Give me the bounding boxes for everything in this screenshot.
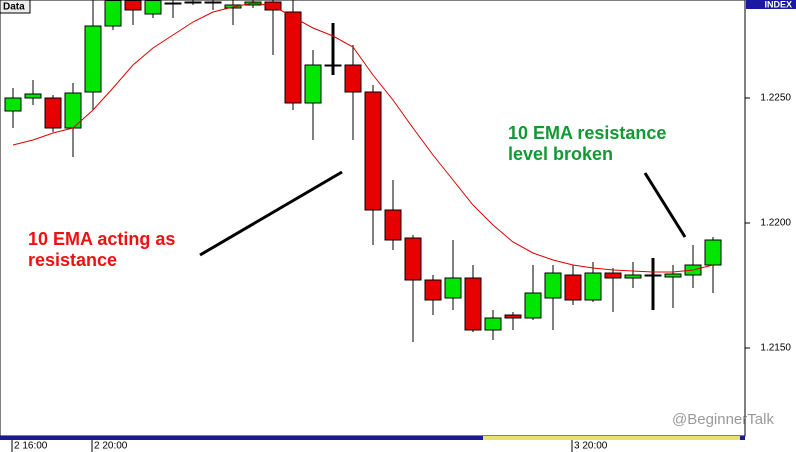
candle-body bbox=[384, 209, 402, 241]
badge-box bbox=[0, 0, 31, 14]
x-tick-label: 3 20:00 bbox=[574, 441, 608, 452]
annotation: 10 EMA resistance bbox=[508, 123, 666, 143]
candle-body bbox=[664, 273, 682, 278]
candle-body bbox=[464, 277, 482, 331]
candle-body bbox=[484, 317, 502, 331]
candle-body bbox=[124, 0, 142, 11]
candle-body bbox=[324, 64, 342, 67]
candle-body bbox=[424, 279, 442, 301]
candle-body bbox=[524, 292, 542, 319]
symbol: INDEX bbox=[764, 0, 792, 9]
candle-body bbox=[304, 64, 322, 104]
y-tick-label: 1.2150 bbox=[760, 343, 791, 354]
candle-body bbox=[84, 25, 102, 93]
candle-body bbox=[644, 274, 662, 277]
annotation: level broken bbox=[508, 144, 613, 164]
candle-body bbox=[504, 314, 522, 319]
ema-line bbox=[12, 2, 714, 273]
candle-body bbox=[624, 274, 642, 279]
candle-body bbox=[4, 97, 22, 112]
candle-body bbox=[144, 0, 162, 15]
candle-body bbox=[584, 272, 602, 301]
candle-body bbox=[444, 277, 462, 299]
candle-body bbox=[284, 11, 302, 104]
x-axis-highlight bbox=[483, 436, 740, 440]
candle-body bbox=[364, 91, 382, 211]
annotation: resistance bbox=[28, 250, 117, 270]
annotation: 10 EMA acting as bbox=[28, 229, 175, 249]
candle-body bbox=[184, 1, 202, 4]
y-tick-label: 1.2250 bbox=[760, 93, 791, 104]
annotation-arrow bbox=[643, 172, 687, 238]
candle-body bbox=[164, 2, 182, 5]
badge: Data bbox=[3, 2, 25, 13]
candle-body bbox=[24, 93, 42, 99]
x-tick-label: 2 20:00 bbox=[94, 441, 128, 452]
candles bbox=[4, 0, 722, 342]
symbol-box bbox=[746, 0, 796, 9]
candle-body bbox=[44, 97, 62, 129]
marks: 1.2150 1.2200 1.2250 2 16:00 2 20:00 3 20:00 1… bbox=[4, 0, 791, 452]
watermark: @BeginnerTalk bbox=[672, 411, 774, 428]
y-axis-panel bbox=[745, 0, 796, 436]
candle-body bbox=[204, 1, 222, 4]
x-axis-bar bbox=[0, 436, 745, 440]
candle-body bbox=[604, 272, 622, 279]
candle-body bbox=[344, 64, 362, 93]
candle-body bbox=[404, 237, 422, 281]
y-tick-label: 1.2200 bbox=[760, 218, 791, 229]
candle-body bbox=[104, 0, 122, 27]
annotation-arrow bbox=[199, 170, 343, 257]
candle-body bbox=[704, 239, 722, 266]
candle-body bbox=[544, 272, 562, 299]
candle-body bbox=[564, 274, 582, 301]
x-tick-label: 2 16:00 bbox=[14, 441, 48, 452]
